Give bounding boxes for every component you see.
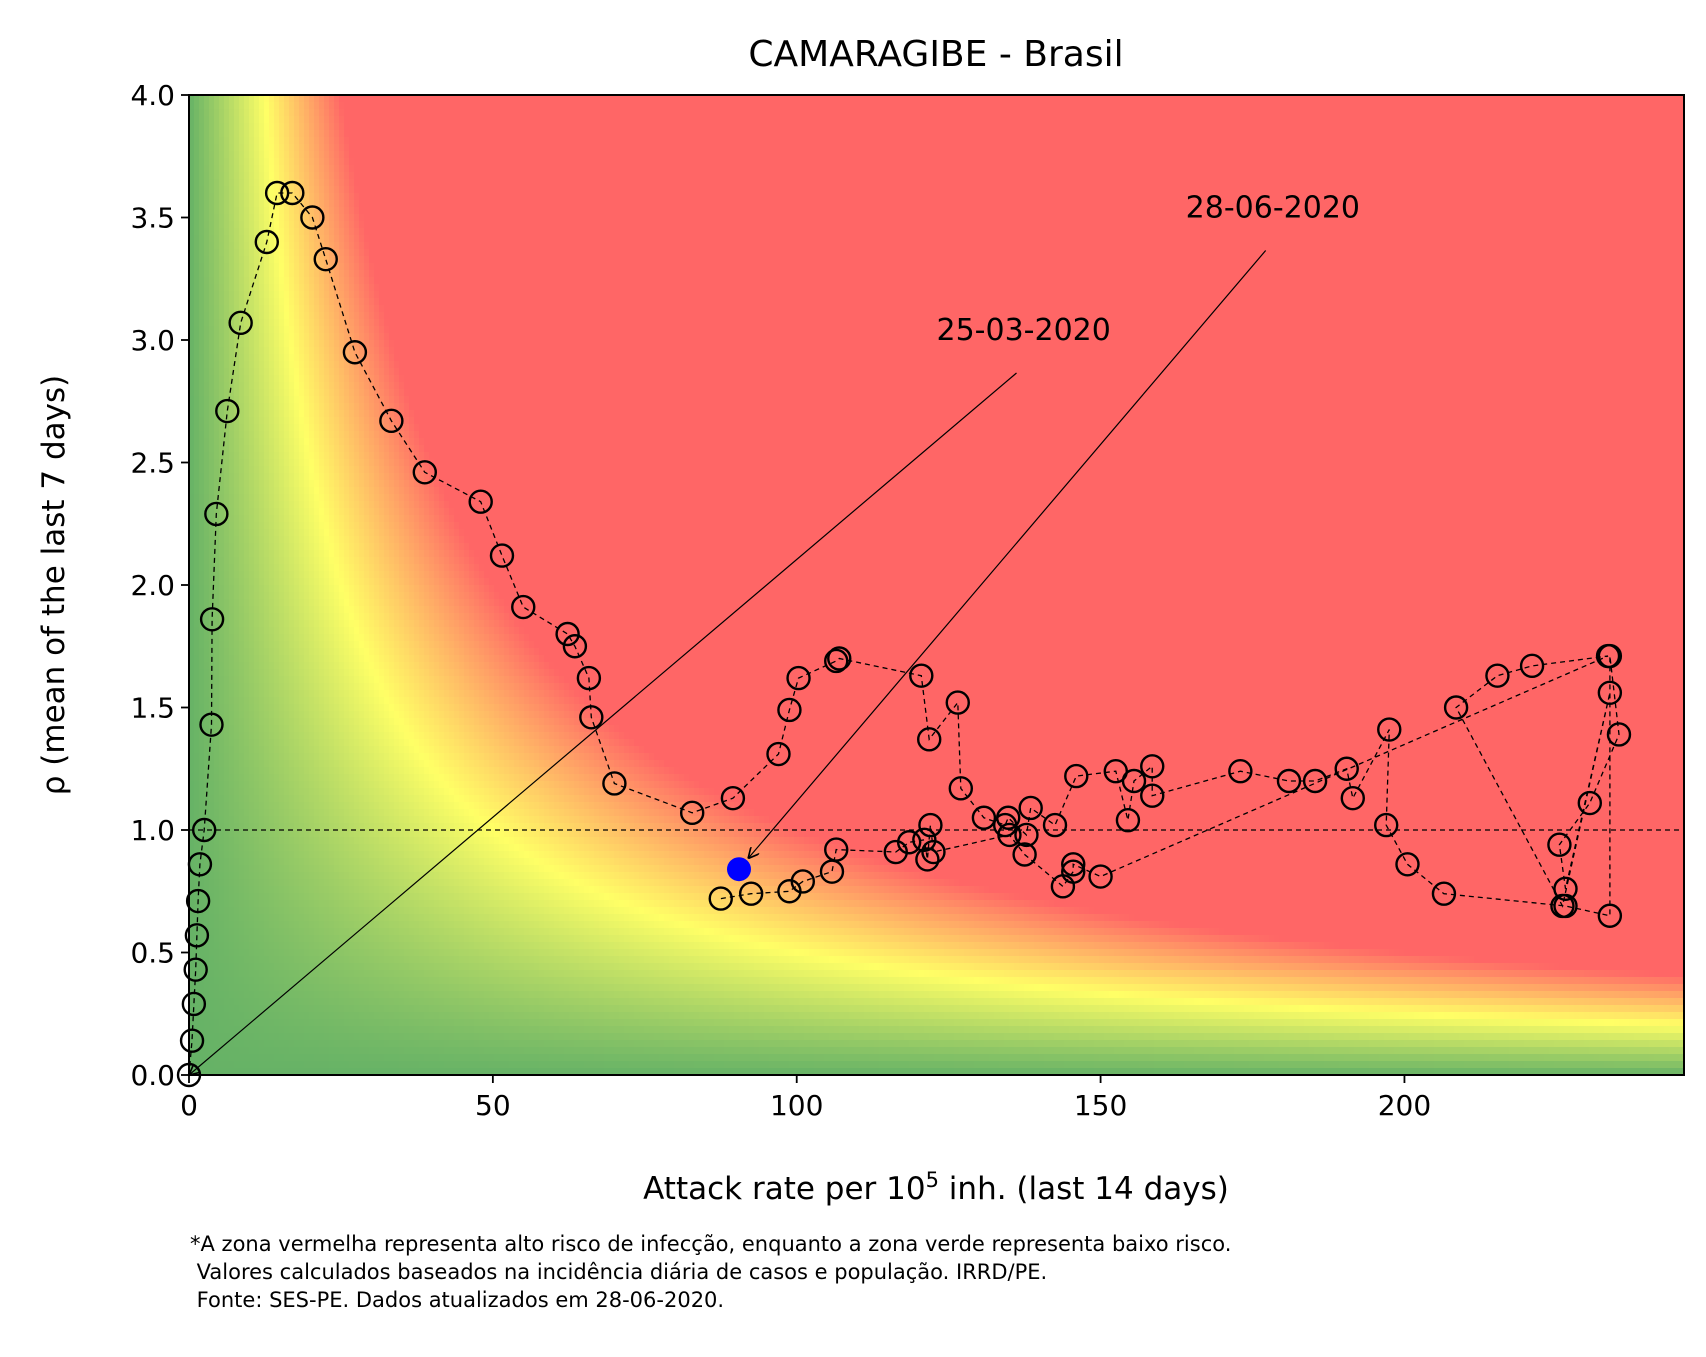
y-tick-label: 1.0 — [130, 814, 175, 847]
y-axis-label: ρ (mean of the last 7 days) — [36, 375, 72, 795]
y-tick-label: 2.5 — [130, 447, 175, 480]
footnote-line-1: *A zona vermelha representa alto risco d… — [190, 1232, 1231, 1256]
x-tick-label: 0 — [180, 1089, 198, 1122]
current-point — [727, 857, 751, 881]
chart-title: CAMARAGIBE - Brasil — [748, 34, 1123, 75]
x-axis: 0 50 100 150 200 — [180, 1075, 1431, 1122]
risk-heatmap — [189, 95, 1685, 1076]
annotation-label-2: 28-06-2020 — [1186, 191, 1360, 226]
x-tick-label: 100 — [770, 1089, 823, 1122]
y-tick-label: 3.0 — [130, 324, 175, 357]
footnote: *A zona vermelha representa alto risco d… — [190, 1230, 1231, 1314]
x-tick-label: 50 — [475, 1089, 511, 1122]
x-tick-label: 150 — [1074, 1089, 1127, 1122]
footnote-line-3: Fonte: SES-PE. Dados atualizados em 28-0… — [190, 1288, 724, 1312]
y-tick-label: 0.5 — [130, 937, 175, 970]
x-axis-label: Attack rate per 105 inh. (last 14 days) — [643, 1168, 1229, 1207]
x-axis-label-superscript: 5 — [926, 1168, 939, 1192]
footnote-line-2: Valores calculados baseados na incidênci… — [190, 1260, 1047, 1284]
x-tick-label: 200 — [1378, 1089, 1431, 1122]
y-tick-label: 2.0 — [130, 569, 175, 602]
y-tick-label: 4.0 — [130, 79, 175, 112]
y-tick-label: 1.5 — [130, 692, 175, 725]
y-tick-label: 3.5 — [130, 202, 175, 235]
y-tick-label: 0.0 — [130, 1059, 175, 1092]
y-axis: 0.0 0.5 1.0 1.5 2.0 2.5 3.0 3.5 4.0 — [130, 79, 189, 1092]
annotation-label-1: 25-03-2020 — [937, 313, 1111, 348]
